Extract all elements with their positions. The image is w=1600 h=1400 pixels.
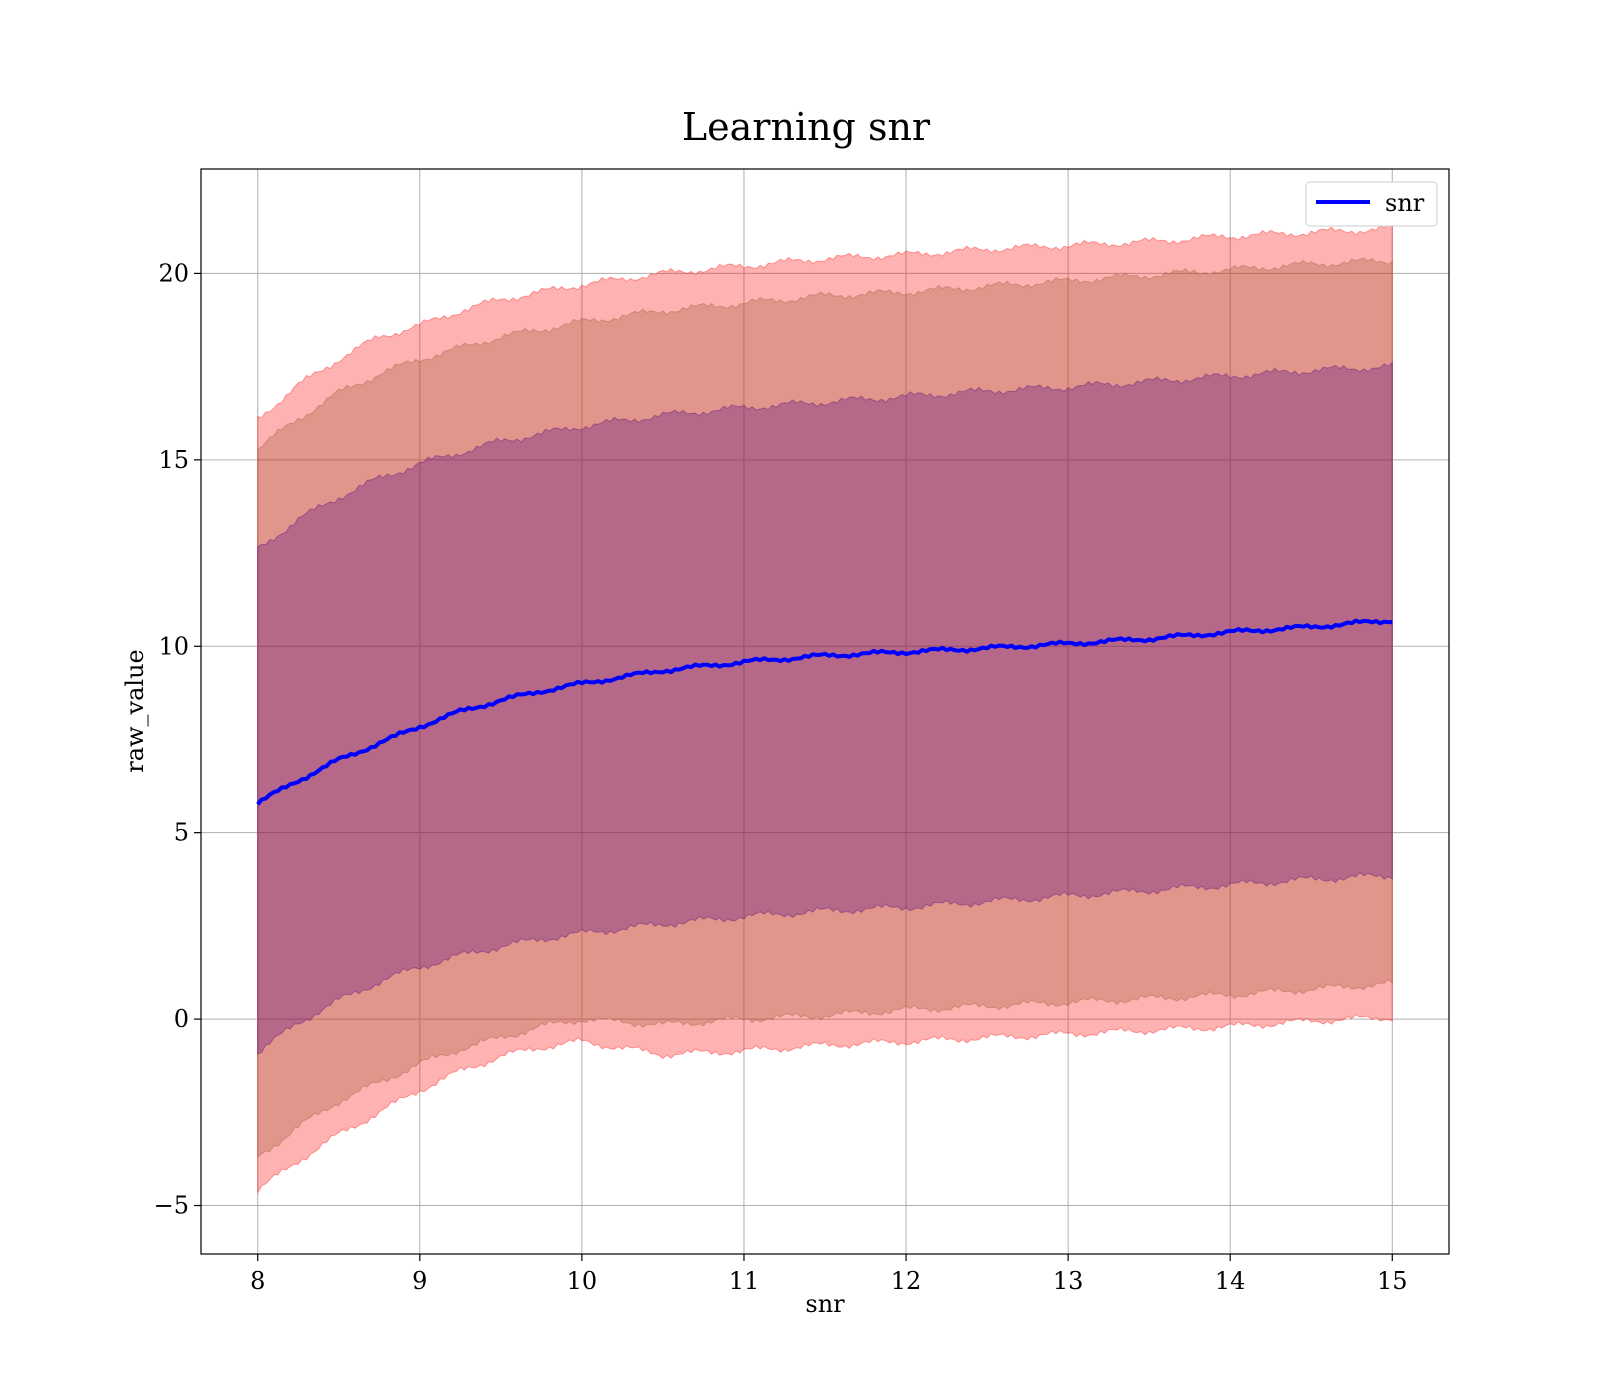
x-tick-label: 8 (250, 1267, 265, 1295)
x-tick-label: 10 (567, 1267, 598, 1295)
y-tick-label: −5 (154, 1192, 189, 1220)
snr-line-layer (256, 618, 1393, 806)
y-axis-label: raw_value (121, 649, 149, 773)
y-tick-label: 0 (174, 1005, 189, 1033)
grid-lines (201, 169, 1449, 1254)
legend-label-snr: snr (1385, 189, 1425, 217)
x-tick-label: 12 (891, 1267, 922, 1295)
snr-line (256, 618, 1393, 806)
x-axis-ticks: 8 9 10 11 12 13 14 15 (250, 1254, 1408, 1295)
y-axis-ticks: −5 0 5 10 15 20 (154, 259, 201, 1220)
x-tick-label: 13 (1053, 1267, 1084, 1295)
x-axis-label: snr (805, 1290, 845, 1318)
y-tick-label: 10 (158, 632, 189, 660)
x-tick-label: 9 (412, 1267, 427, 1295)
y-tick-label: 15 (158, 446, 189, 474)
y-tick-label: 5 (174, 819, 189, 847)
x-tick-label: 11 (729, 1267, 760, 1295)
x-tick-label: 14 (1215, 1267, 1246, 1295)
x-tick-label: 15 (1377, 1267, 1408, 1295)
chart-title: Learning snr (682, 105, 931, 149)
legend: snr (1305, 181, 1438, 227)
y-tick-label: 20 (158, 259, 189, 287)
legend-box (1305, 181, 1438, 227)
band-3 (257, 361, 1393, 1055)
confidence-bands (257, 224, 1393, 1195)
band-1 (257, 224, 1393, 1195)
plot-frame (200, 168, 1450, 1255)
band-2 (257, 257, 1393, 1158)
